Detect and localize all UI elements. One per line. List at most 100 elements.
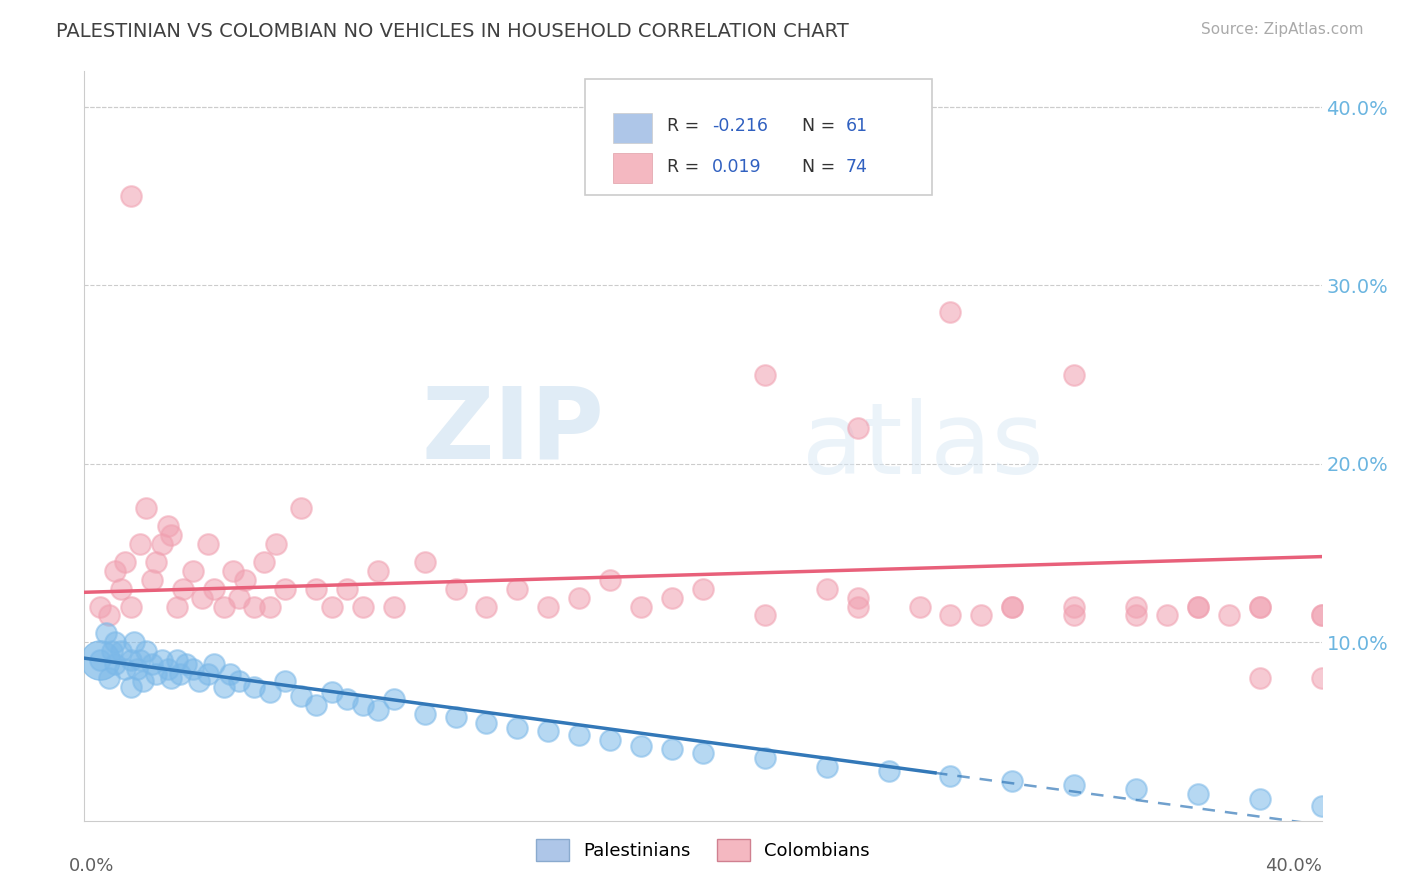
Point xyxy=(382,692,405,706)
Point xyxy=(599,573,621,587)
Point xyxy=(120,680,142,694)
Bar xyxy=(613,153,652,183)
Point xyxy=(197,537,219,551)
Point xyxy=(120,599,142,614)
Point xyxy=(305,582,328,596)
Point xyxy=(382,599,405,614)
Point xyxy=(264,537,287,551)
Point xyxy=(692,746,714,760)
Point xyxy=(150,653,173,667)
Point xyxy=(321,685,343,699)
Point xyxy=(815,760,838,774)
Point xyxy=(1310,671,1333,685)
Point xyxy=(110,582,132,596)
Text: -0.216: -0.216 xyxy=(711,117,768,135)
Point xyxy=(122,635,145,649)
Point xyxy=(141,573,163,587)
Text: 40.0%: 40.0% xyxy=(1265,856,1322,874)
Point xyxy=(630,599,652,614)
Point xyxy=(537,724,560,739)
Text: Source: ZipAtlas.com: Source: ZipAtlas.com xyxy=(1201,22,1364,37)
Text: 0.0%: 0.0% xyxy=(69,856,114,874)
Point xyxy=(846,421,869,435)
Point xyxy=(89,653,111,667)
Point xyxy=(321,599,343,614)
Point xyxy=(970,608,993,623)
Point xyxy=(197,667,219,681)
Point xyxy=(352,698,374,712)
Point xyxy=(367,703,389,717)
Point xyxy=(233,573,256,587)
Point xyxy=(908,599,931,614)
Point xyxy=(125,662,148,676)
Point xyxy=(1187,599,1209,614)
Point xyxy=(1187,599,1209,614)
Point xyxy=(172,582,194,596)
Point xyxy=(846,599,869,614)
Point xyxy=(145,555,167,569)
Point xyxy=(228,591,250,605)
Point xyxy=(506,582,529,596)
Point xyxy=(222,564,245,578)
Point xyxy=(202,582,225,596)
Point xyxy=(156,662,179,676)
Legend: Palestinians, Colombians: Palestinians, Colombians xyxy=(529,831,877,868)
Point xyxy=(145,667,167,681)
Point xyxy=(1372,599,1395,614)
Point xyxy=(1249,599,1271,614)
Point xyxy=(253,555,276,569)
Point xyxy=(218,667,240,681)
Point xyxy=(132,674,155,689)
Point xyxy=(101,644,124,658)
Point xyxy=(630,739,652,753)
Point xyxy=(104,657,127,671)
Text: R =: R = xyxy=(666,117,704,135)
Point xyxy=(599,733,621,747)
Point xyxy=(135,644,157,658)
Point xyxy=(475,715,498,730)
Point xyxy=(939,769,962,783)
Point xyxy=(475,599,498,614)
Point xyxy=(1249,792,1271,806)
Point xyxy=(1218,608,1240,623)
Point xyxy=(212,680,235,694)
Point xyxy=(336,692,359,706)
Point xyxy=(259,685,281,699)
Point xyxy=(1063,608,1085,623)
Point xyxy=(1187,787,1209,801)
Text: ZIP: ZIP xyxy=(422,383,605,480)
Point xyxy=(444,582,467,596)
Point xyxy=(815,582,838,596)
Point xyxy=(176,657,198,671)
Point xyxy=(166,653,188,667)
Point xyxy=(1249,671,1271,685)
Text: PALESTINIAN VS COLOMBIAN NO VEHICLES IN HOUSEHOLD CORRELATION CHART: PALESTINIAN VS COLOMBIAN NO VEHICLES IN … xyxy=(56,22,849,41)
Point xyxy=(120,653,142,667)
Point xyxy=(114,662,136,676)
Point xyxy=(1310,799,1333,814)
Text: 61: 61 xyxy=(845,117,868,135)
Point xyxy=(506,721,529,735)
Text: R =: R = xyxy=(666,158,704,176)
Point xyxy=(367,564,389,578)
Point xyxy=(156,519,179,533)
Point xyxy=(181,564,204,578)
Point xyxy=(212,599,235,614)
Point xyxy=(537,599,560,614)
Point xyxy=(846,591,869,605)
Point xyxy=(187,674,209,689)
Point xyxy=(1310,608,1333,623)
Point xyxy=(89,653,111,667)
Point xyxy=(1125,599,1147,614)
Point xyxy=(413,706,436,721)
Point xyxy=(1249,599,1271,614)
Point xyxy=(939,305,962,319)
Point xyxy=(661,742,683,756)
Point xyxy=(202,657,225,671)
Point xyxy=(150,537,173,551)
Point xyxy=(413,555,436,569)
Point xyxy=(243,680,266,694)
Point xyxy=(104,635,127,649)
Point xyxy=(1001,599,1024,614)
FancyBboxPatch shape xyxy=(585,78,932,195)
